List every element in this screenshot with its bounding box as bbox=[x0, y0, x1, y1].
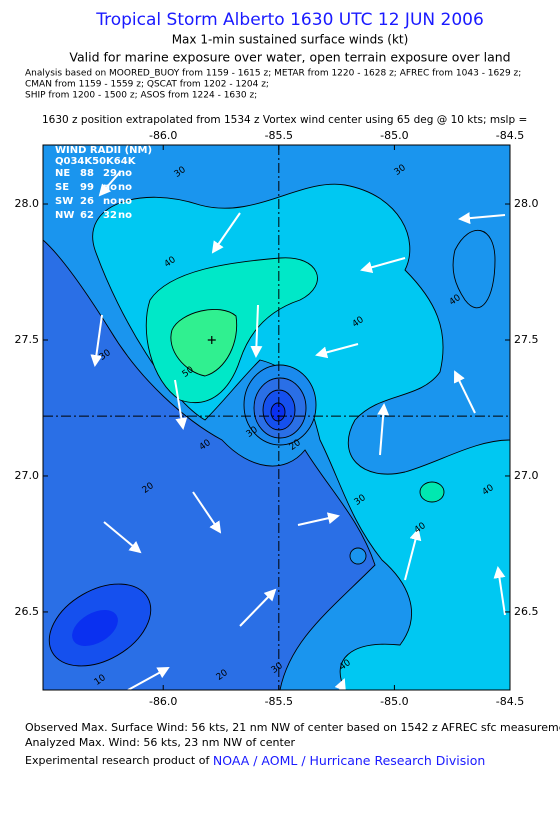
wind-radii-cell: 99 bbox=[80, 182, 94, 193]
wind-radii-title: WIND RADII (NM) bbox=[55, 145, 152, 156]
wind-radii-cell: 32 bbox=[103, 210, 117, 221]
wind-radii-cell: no bbox=[118, 196, 132, 207]
title: Tropical Storm Alberto 1630 UTC 12 JUN 2… bbox=[95, 10, 484, 30]
wind-radii-cell: NE bbox=[55, 168, 70, 179]
credit: Experimental research product of NOAA / … bbox=[25, 753, 485, 768]
analyzed-max: Analyzed Max. Wind: 56 kts, 23 nm NW of … bbox=[25, 736, 296, 749]
wind-radii-cell: no bbox=[118, 210, 132, 221]
wind-field bbox=[43, 145, 510, 690]
wind-radii-cell: no bbox=[103, 196, 117, 207]
wind-radii-cell: 88 bbox=[80, 168, 94, 179]
y-tick-label: 27.5 bbox=[15, 333, 40, 346]
validity: Valid for marine exposure over water, op… bbox=[69, 50, 510, 65]
max-wind-marker bbox=[207, 335, 216, 344]
x-tick-label: -85.5 bbox=[265, 695, 293, 708]
wind-radii-cell: no bbox=[118, 182, 132, 193]
wind-vectors bbox=[90, 171, 506, 690]
x-tick-label: -85.0 bbox=[380, 129, 408, 142]
position-note: 1630 z position extrapolated from 1534 z… bbox=[42, 114, 527, 126]
wind-radii-cell: no bbox=[118, 168, 132, 179]
wind-radii-cell: NW bbox=[55, 210, 74, 221]
wind-radii-cell: 26 bbox=[80, 196, 94, 207]
y-tick-label: 27.0 bbox=[514, 469, 539, 482]
x-tick-label: -84.5 bbox=[496, 129, 524, 142]
observed-max: Observed Max. Surface Wind: 56 kts, 21 n… bbox=[25, 721, 560, 734]
wind-radii-cell: SE bbox=[55, 182, 69, 193]
y-tick-label: 28.0 bbox=[514, 197, 539, 210]
wind-radii-cell: 62 bbox=[80, 210, 94, 221]
y-tick-label: 26.5 bbox=[15, 605, 40, 618]
x-tick-label: -85.0 bbox=[380, 695, 408, 708]
y-tick-label: 27.5 bbox=[514, 333, 539, 346]
y-tick-label: 28.0 bbox=[15, 197, 40, 210]
wind-radii-cell: no bbox=[103, 182, 117, 193]
analysis-line: CMAN from 1159 - 1559 z; QSCAT from 1202… bbox=[25, 80, 269, 90]
wind-radii-header: Q034K50K64K bbox=[55, 156, 137, 167]
analysis-line: Analysis based on MOORED_BUOY from 1159 … bbox=[25, 69, 521, 79]
wind-radii-cell: SW bbox=[55, 196, 73, 207]
x-tick-label: -86.0 bbox=[149, 695, 177, 708]
credit-text: Experimental research product of bbox=[25, 754, 210, 767]
subtitle: Max 1-min sustained surface winds (kt) bbox=[172, 33, 409, 47]
analysis-line: SHIP from 1200 - 1500 z; ASOS from 1224 … bbox=[25, 91, 257, 101]
wind-radii-cell: 29 bbox=[103, 168, 117, 179]
y-tick-label: 26.5 bbox=[514, 605, 539, 618]
credit-link[interactable]: NOAA / AOML / Hurricane Research Divisio… bbox=[213, 753, 485, 768]
x-tick-label: -86.0 bbox=[149, 129, 177, 142]
x-tick-label: -84.5 bbox=[496, 695, 524, 708]
x-tick-label: -85.5 bbox=[265, 129, 293, 142]
plot-frame bbox=[42, 144, 511, 691]
y-tick-label: 27.0 bbox=[15, 469, 40, 482]
